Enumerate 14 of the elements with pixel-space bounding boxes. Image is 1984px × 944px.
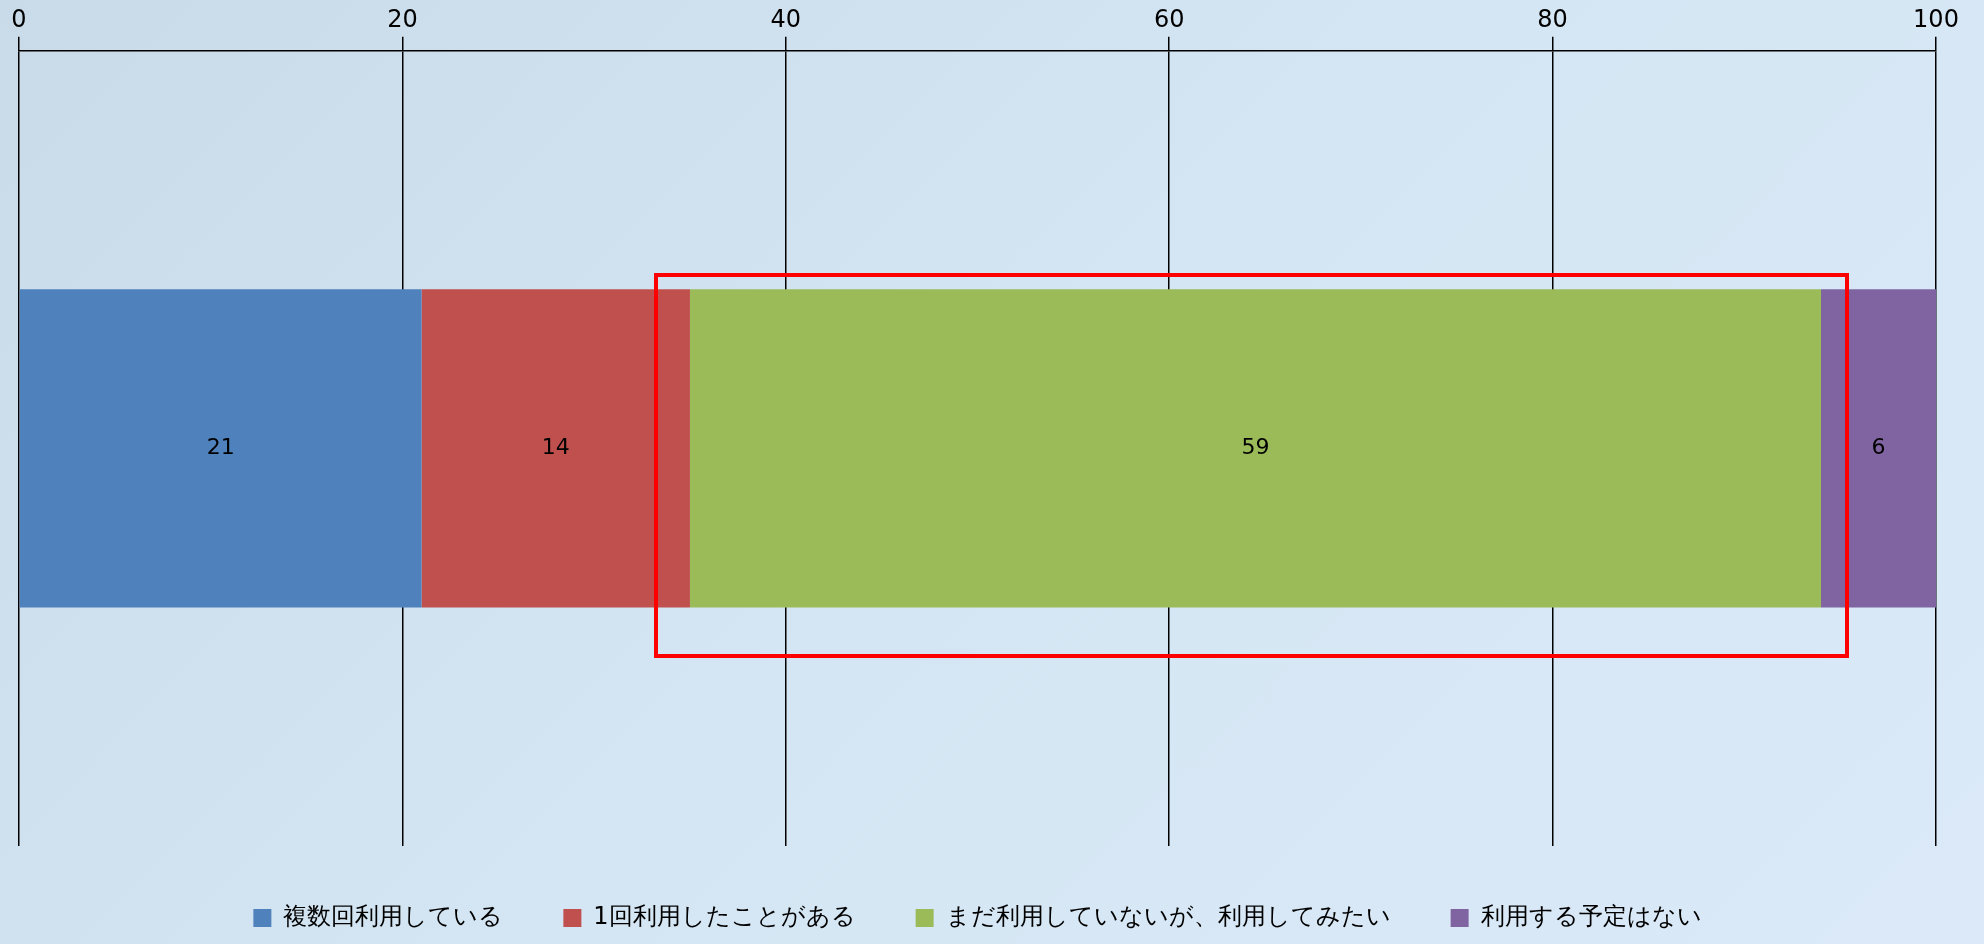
legend-label: 複数回利用している bbox=[283, 902, 504, 931]
legend-label: 1回利用したことがある bbox=[593, 902, 856, 931]
x-tick-label: 0 bbox=[11, 4, 27, 33]
data-label: 14 bbox=[541, 434, 570, 460]
data-label: 59 bbox=[1241, 434, 1270, 460]
x-tick-label: 100 bbox=[1913, 4, 1959, 33]
x-tick-label: 80 bbox=[1537, 4, 1568, 33]
x-tick-label: 40 bbox=[770, 4, 802, 33]
x-tick-label: 20 bbox=[387, 4, 418, 33]
legend-label: 利用する予定はない bbox=[1480, 902, 1702, 931]
data-label: 21 bbox=[206, 434, 235, 460]
x-tick-label: 60 bbox=[1153, 4, 1185, 33]
legend-label: まだ利用していないが、利用してみたい bbox=[945, 902, 1391, 931]
data-label: 6 bbox=[1871, 434, 1886, 460]
